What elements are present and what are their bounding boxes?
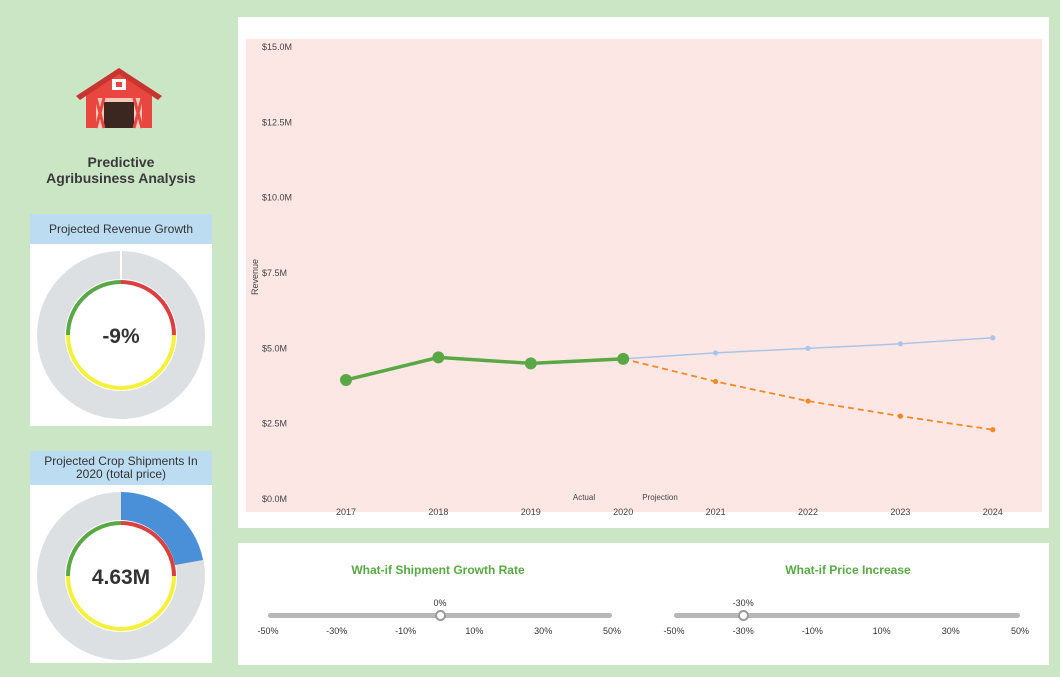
series-line-2 [622, 358, 993, 431]
data-point-0 [432, 351, 445, 364]
data-point-0 [617, 352, 630, 365]
slider-tick-label: -30% [732, 626, 754, 636]
slider-tick-label: 10% [872, 626, 891, 636]
slider-tick-label: -30% [326, 626, 348, 636]
series-line-0 [345, 355, 624, 382]
slider-tick-label: -50% [257, 626, 279, 636]
shipment-growth-current: 0% [433, 598, 447, 608]
slider-tick-label: -10% [395, 626, 417, 636]
data-point-1 [897, 341, 904, 347]
x-tick-label: 2021 [706, 507, 726, 517]
x-tick-label: 2024 [983, 507, 1003, 517]
projection-annotation: Projection [642, 493, 678, 502]
slider-tick-label: 30% [941, 626, 960, 636]
revenue-chart-panel: $0.0M $2.5M $5.0M $7.5M $10.0M $12.5M $15.0M Re… [238, 17, 1049, 528]
crop-shipments-value: 4.63M [92, 566, 150, 589]
slider-tick-label: -50% [663, 626, 685, 636]
data-point-0 [340, 373, 352, 386]
slider-tick-label: 10% [465, 626, 484, 636]
actual-annotation: Actual [573, 493, 595, 502]
data-point-2 [990, 427, 996, 433]
slider-tick-label: 50% [602, 626, 622, 636]
x-tick-label: 2022 [798, 507, 818, 517]
crop-shipments-card: Projected Crop Shipments In 2020 (total … [30, 451, 212, 663]
data-point-2 [713, 378, 719, 385]
revenue-chart: $0.0M $2.5M $5.0M $7.5M $10.0M $12.5M $15.0M Re… [246, 39, 1042, 517]
y-tick-label: $10.0M [262, 193, 292, 203]
x-tick-label: 2018 [428, 507, 448, 517]
price-increase-current: -30% [732, 598, 754, 608]
slider-tick-label: 30% [534, 626, 553, 636]
y-axis-label: Revenue [250, 259, 260, 295]
data-point-2 [897, 413, 904, 419]
x-tick-label: 2017 [336, 507, 356, 517]
data-point-2 [805, 398, 811, 404]
plot-background [246, 39, 1042, 512]
data-point-1 [713, 350, 719, 356]
y-tick-label: $15.0M [262, 42, 292, 52]
data-point-0 [524, 357, 537, 370]
data-point-1 [990, 335, 996, 341]
crop-shipments-gauge: 4.63M [30, 485, 212, 667]
revenue-growth-gauge: -9% [30, 244, 212, 426]
sidebar: Predictive Agribusiness Analysis [10, 10, 222, 667]
y-tick-label: $5.0M [262, 343, 287, 353]
barn-icon [74, 66, 164, 146]
y-tick-label: $2.5M [262, 419, 287, 429]
revenue-growth-value: -9% [102, 325, 140, 348]
shipment-growth-slider-thumb[interactable] [434, 610, 446, 621]
revenue-growth-card: Projected Revenue Growth -9% [30, 214, 212, 426]
x-tick-label: 2019 [521, 507, 541, 517]
price-increase-slider[interactable] [674, 613, 1020, 618]
price-increase-title: What-if Price Increase [785, 563, 911, 577]
y-tick-label: $7.5M [262, 268, 287, 278]
data-point-1 [805, 345, 811, 351]
x-tick-label: 2020 [613, 507, 633, 517]
slider-tick-label: 50% [1010, 626, 1030, 636]
shipment-growth-title: What-if Shipment Growth Rate [351, 563, 525, 577]
crop-shipments-title: Projected Crop Shipments In 2020 (total … [30, 451, 212, 485]
y-tick-label: $0.0M [262, 494, 287, 504]
app-title: Predictive Agribusiness Analysis [46, 154, 196, 186]
y-tick-label: $12.5M [262, 117, 292, 127]
revenue-growth-title: Projected Revenue Growth [30, 214, 212, 244]
what-if-panel: What-if Shipment Growth Rate 0% -50% -30%… [238, 543, 1049, 665]
x-tick-label: 2023 [890, 507, 910, 517]
slider-tick-label: -10% [801, 626, 823, 636]
price-increase-slider-thumb[interactable] [737, 610, 749, 621]
